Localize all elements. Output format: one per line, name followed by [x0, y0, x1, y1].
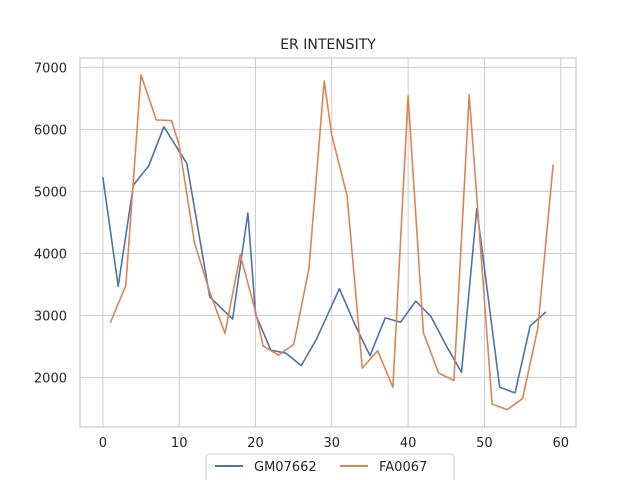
- y-tick-label: 3000: [34, 309, 67, 324]
- series-lines: [102, 73, 554, 411]
- axes-frame: [79, 57, 577, 428]
- x-tick-label: 20: [247, 436, 264, 451]
- series-line-fa0067: [109, 73, 554, 411]
- x-tick-label: 30: [324, 436, 341, 451]
- y-tick-label: 5000: [34, 185, 67, 200]
- x-tick-label: 40: [400, 436, 417, 451]
- chart-title: ER INTENSITY: [280, 37, 376, 53]
- legend-frame: [205, 453, 455, 480]
- series-line-gm07662: [102, 126, 547, 394]
- y-tick-label: 7000: [34, 61, 67, 76]
- legend-label-gm07662: GM07662: [254, 460, 317, 475]
- axes: 0 10 20 30 40 50 60 2000 3000 4000 5000 6000 7000: [34, 57, 577, 451]
- x-tick-label: 10: [171, 436, 188, 451]
- x-tick-label: 60: [552, 436, 569, 451]
- y-tick-label: 6000: [34, 123, 67, 138]
- legend-label-fa0067: FA0067: [379, 460, 427, 475]
- x-tick-label: 0: [99, 436, 107, 451]
- y-tick-label: 4000: [34, 247, 67, 262]
- legend: GM07662 FA0067: [205, 453, 455, 480]
- y-tick-label: 2000: [34, 371, 67, 386]
- x-tick-label: 50: [476, 436, 493, 451]
